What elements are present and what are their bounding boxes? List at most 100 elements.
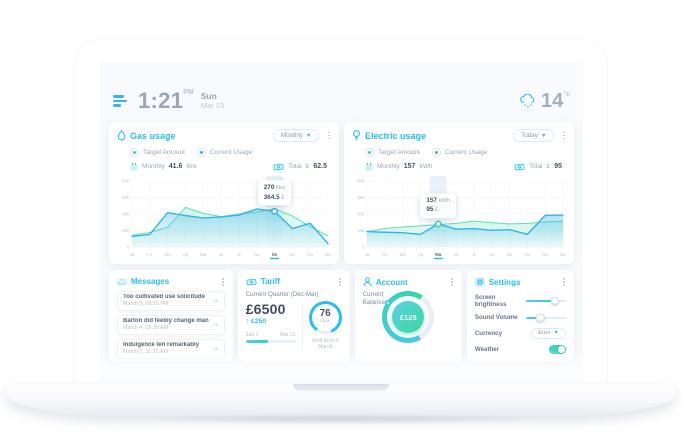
svg-text:Fe: Fe: [147, 252, 153, 257]
clock-meridiem: PM: [183, 89, 194, 96]
tariff-menu-icon[interactable]: [338, 277, 342, 287]
gas-stats: Monthly 41.6 litre Total £62.5: [130, 162, 329, 171]
tariff-progress-bar: [245, 339, 296, 343]
messages-menu-icon[interactable]: [221, 277, 225, 287]
svg-text:Ju: Ju: [219, 252, 224, 257]
svg-text:Ma: Ma: [200, 252, 207, 257]
chevron-down-icon: ▼: [305, 132, 312, 139]
svg-text:De: De: [325, 252, 331, 257]
volume-slider[interactable]: [526, 313, 566, 322]
dashboard-header: 1:21PM Sun Mar 13 14°c: [113, 87, 570, 115]
message-item[interactable]: Too cultivated use solicitude March 5, 08…: [117, 290, 225, 311]
gas-usage-card: Gas usage Monthly ▼ Target Amount Current…: [109, 122, 339, 264]
weather-toggle-label: Weather: [474, 346, 500, 353]
tariff-delta: ↑ £250: [245, 317, 267, 325]
weather-toggle[interactable]: [549, 345, 566, 354]
tariff-date-range: Jan 1 Mar 31: [245, 331, 296, 338]
svg-text:No: No: [307, 252, 313, 257]
account-title: Account: [375, 277, 408, 287]
tariff-title: Tariff: [260, 277, 281, 287]
electric-stats: Monthly 157 kWh Total £95: [365, 162, 564, 171]
svg-text:450: 450: [357, 195, 365, 200]
gas-usage-chart[interactable]: 500 400 300 200 0 Ja Fe Ma Ap Ma Ju Jl Au Se Oc No De 270…: [117, 174, 331, 260]
svg-text:Oc: Oc: [289, 252, 296, 257]
svg-text:Se: Se: [507, 252, 513, 257]
svg-text:Ap: Ap: [183, 252, 189, 257]
arrow-right-icon[interactable]: →: [211, 321, 219, 329]
svg-text:Ju: Ju: [454, 252, 459, 257]
balance-gauge: £125: [382, 291, 435, 344]
electric-card-menu-icon[interactable]: [562, 131, 566, 141]
arrow-right-icon[interactable]: →: [211, 297, 219, 305]
svg-text:Au: Au: [489, 252, 495, 257]
lightbulb-icon: [352, 130, 361, 141]
person-icon: [363, 277, 372, 287]
money-icon: [246, 277, 257, 286]
currency-dropdown[interactable]: Euro ▼: [531, 327, 566, 339]
svg-text:Jl: Jl: [237, 252, 240, 257]
electric-usage-chart[interactable]: 600 450 300 150 0 Ja Fe Ma Ap Ma Ju Jl Au Se Oc No De 157…: [352, 174, 566, 260]
svg-text:300: 300: [357, 212, 365, 217]
svg-text:Ma: Ma: [400, 252, 407, 257]
settings-card: Settings Screen brightness Sound Volume …: [466, 270, 574, 362]
calendar-icon: [365, 162, 373, 171]
laptop-base-notch: [293, 384, 389, 391]
settings-menu-icon[interactable]: [562, 277, 566, 287]
settings-title: Settings: [488, 277, 521, 287]
svg-text:600: 600: [357, 179, 365, 184]
electric-period-dropdown[interactable]: Today ▼: [513, 129, 555, 142]
electric-usage-card: Electric usage Today ▼ Target Amount Curr…: [344, 122, 574, 264]
svg-text:Se: Se: [272, 252, 278, 257]
calendar-icon: [130, 162, 138, 171]
brightness-label: Screen brightness: [474, 293, 507, 308]
svg-text:Ma: Ma: [165, 252, 172, 257]
temperature: 14°c: [541, 89, 570, 112]
weather-widget: 14°c: [519, 90, 570, 113]
electric-card-title: Electric usage: [365, 130, 427, 141]
current-usage-dot-icon: [196, 148, 206, 157]
balance-badge: £125: [392, 301, 425, 334]
divider: [301, 302, 303, 350]
envelope-icon: [117, 278, 127, 286]
svg-text:Au: Au: [254, 252, 260, 257]
gas-period-dropdown[interactable]: Monthly ▼: [272, 129, 320, 142]
messages-card: Messages Too cultivated use solicitude Ma…: [109, 270, 233, 362]
brightness-slider[interactable]: [526, 296, 566, 305]
currency-label: Currency: [474, 329, 503, 337]
gas-drop-icon: [117, 130, 126, 141]
svg-text:150: 150: [357, 228, 365, 233]
weekday-label: Sun: [200, 91, 217, 102]
arrow-up-icon: ↑: [245, 317, 250, 325]
tariff-caption: Until End of March: [311, 337, 339, 350]
rain-cloud-icon: [519, 94, 537, 108]
svg-text:0: 0: [362, 245, 365, 250]
electric-legend: Target Amount Current Usage: [365, 148, 566, 157]
date-label: Mar 13: [200, 100, 225, 110]
svg-text:0: 0: [127, 245, 130, 250]
target-amount-dot-icon: [130, 148, 139, 157]
partial-next-row: [109, 368, 574, 380]
svg-text:No: No: [542, 252, 548, 257]
account-card: Account Current Balance £125: [354, 270, 462, 362]
gauge-marker-dot: [385, 300, 392, 307]
tariff-amount: £6500: [245, 300, 286, 317]
svg-text:400: 400: [122, 195, 130, 200]
gas-card-menu-icon[interactable]: [327, 131, 331, 141]
chart-tooltip: 157 kWh 95 £: [420, 193, 457, 218]
svg-text:Ja: Ja: [365, 252, 370, 257]
svg-text:Ap: Ap: [418, 252, 424, 257]
hamburger-menu-icon[interactable]: [113, 95, 127, 107]
svg-text:Fe: Fe: [382, 252, 388, 257]
money-icon: [273, 162, 284, 171]
gas-legend: Target Amount Current Usage: [130, 148, 331, 157]
tariff-subtitle: Current Quarter (Dec-Mar): [245, 290, 319, 298]
gear-icon: [475, 277, 485, 287]
arrow-right-icon[interactable]: →: [211, 345, 219, 353]
chart-tooltip: 270 litre 364.5 £: [257, 180, 292, 206]
message-item[interactable]: Barton did feebly change man March 4, 02:…: [117, 314, 225, 335]
message-item[interactable]: Indulgence ten remarkably March 2, 11:20 …: [117, 338, 225, 359]
messages-title: Messages: [131, 277, 170, 287]
target-amount-dot-icon: [365, 148, 374, 157]
account-menu-icon[interactable]: [450, 277, 454, 287]
